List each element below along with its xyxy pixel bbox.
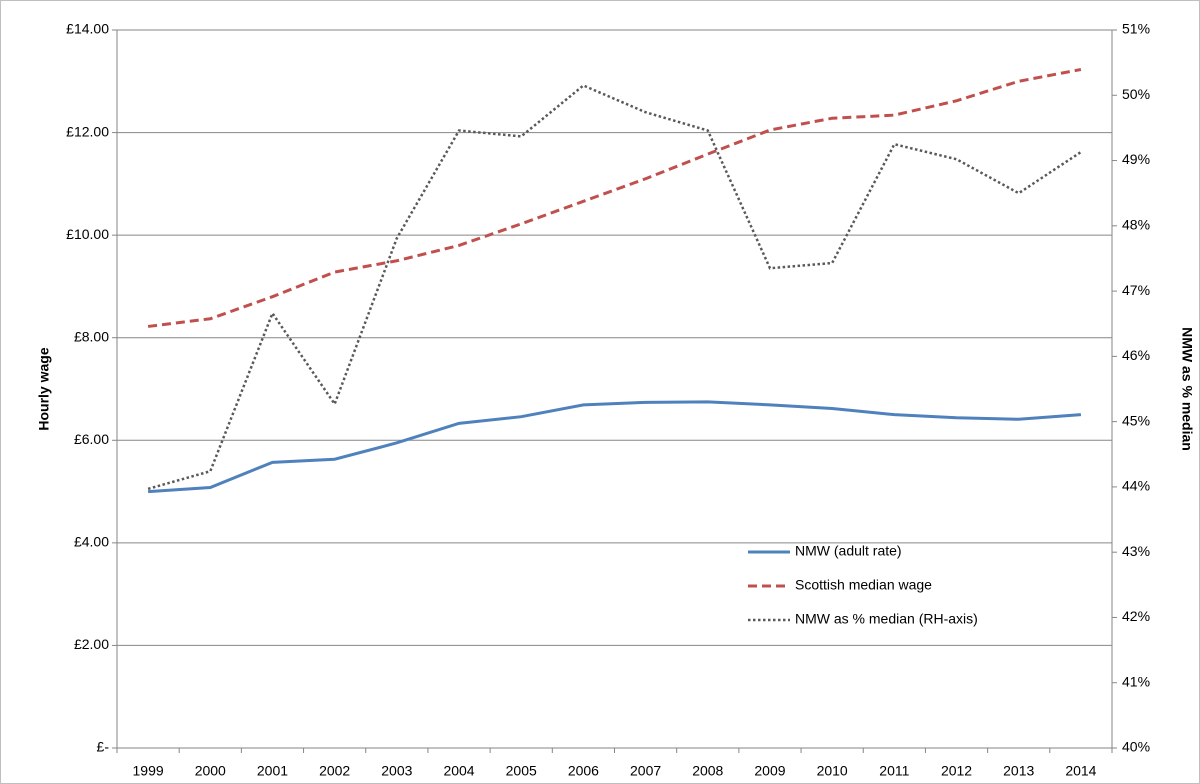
- x-tick-label: 1999: [133, 763, 164, 779]
- series-line: [147, 68, 1082, 328]
- legend-label: NMW (adult rate): [795, 543, 902, 559]
- y-tick-label: £8.00: [74, 328, 109, 344]
- x-tick-label: 2008: [692, 763, 723, 779]
- y2-tick-label: 41%: [1122, 673, 1150, 689]
- y-tick-label: £14.00: [66, 21, 109, 37]
- y2-tick-label: 46%: [1122, 347, 1150, 363]
- x-tick-label: 2007: [630, 763, 661, 779]
- x-tick-label: 2011: [879, 763, 909, 779]
- y2-tick-label: 47%: [1122, 282, 1150, 298]
- y-axis-title: Hourly wage: [36, 347, 52, 430]
- legend-label: Scottish median wage: [795, 577, 932, 593]
- y2-tick-label: 40%: [1122, 739, 1150, 755]
- y2-tick-label: 48%: [1122, 217, 1150, 233]
- y2-tick-label: 51%: [1122, 21, 1150, 37]
- x-tick-label: 2005: [506, 763, 537, 779]
- x-tick-label: 2003: [381, 763, 412, 779]
- y2-tick-label: 45%: [1122, 412, 1150, 428]
- x-tick-label: 2013: [1003, 763, 1034, 779]
- x-tick-label: 2009: [754, 763, 785, 779]
- y2-axis-title: NMW as % median: [1179, 327, 1195, 451]
- y2-tick-label: 44%: [1122, 478, 1150, 494]
- y-tick-label: £12.00: [66, 123, 109, 139]
- y-tick-label: £-: [97, 739, 110, 755]
- y-tick-label: £4.00: [74, 534, 109, 550]
- x-tick-label: 2006: [568, 763, 599, 779]
- y2-tick-label: 50%: [1122, 86, 1150, 102]
- y-tick-label: £6.00: [74, 431, 109, 447]
- x-tick-label: 2004: [443, 763, 474, 779]
- x-tick-label: 2002: [319, 763, 350, 779]
- series-line: [147, 84, 1082, 491]
- y-tick-label: £10.00: [66, 226, 109, 242]
- y2-tick-label: 43%: [1122, 543, 1150, 559]
- y2-tick-label: 42%: [1122, 608, 1150, 624]
- y2-tick-label: 49%: [1122, 151, 1150, 167]
- x-tick-label: 2012: [941, 763, 972, 779]
- y-tick-label: £2.00: [74, 636, 109, 652]
- legend-label: NMW as % median (RH-axis): [795, 611, 978, 627]
- series-line: [147, 400, 1082, 494]
- x-tick-label: 2001: [257, 763, 288, 779]
- x-tick-label: 2010: [817, 763, 848, 779]
- x-tick-label: 2000: [195, 763, 226, 779]
- x-tick-label: 2014: [1065, 763, 1096, 779]
